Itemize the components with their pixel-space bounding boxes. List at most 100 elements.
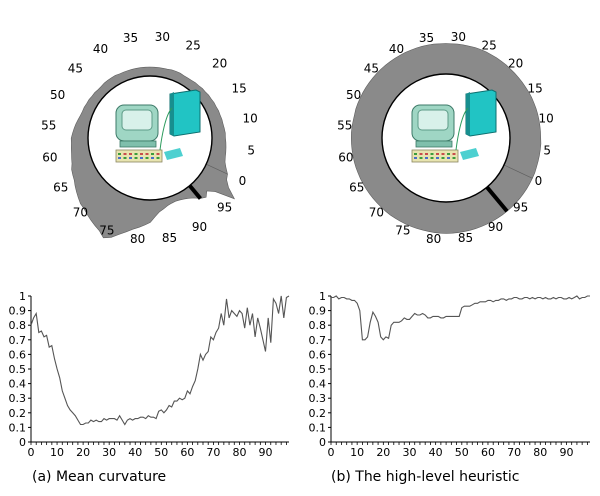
- angle-label: 15: [528, 82, 543, 96]
- angle-label: 35: [419, 31, 434, 45]
- x-tick-label: 30: [402, 446, 416, 459]
- y-tick-label: 0.5: [309, 363, 327, 376]
- monitor-screen: [417, 109, 449, 131]
- computer-icon: [411, 89, 497, 163]
- angle-label: 25: [185, 39, 200, 53]
- cable-shape: [159, 107, 173, 151]
- keyboard-key: [145, 153, 149, 155]
- x-tick-label: 20: [76, 446, 90, 459]
- keyboard-key: [447, 153, 450, 155]
- y-tick-label: 0.4: [9, 378, 27, 391]
- angle-label: 80: [426, 232, 441, 246]
- keyboard-key: [151, 157, 154, 159]
- highlight-marker: [485, 185, 509, 213]
- computer-icon: [115, 89, 201, 163]
- y-tick-label: 0.2: [309, 407, 327, 420]
- x-tick-label: 50: [455, 446, 469, 459]
- angle-label: 40: [93, 42, 108, 56]
- angle-label: 60: [338, 151, 353, 165]
- angle-label: 30: [155, 30, 170, 44]
- y-tick-label: 0.2: [9, 407, 27, 420]
- mousepad-shape: [164, 148, 183, 160]
- y-tick-label: 0.9: [309, 305, 327, 318]
- y-tick-label: 0.1: [9, 421, 27, 434]
- y-tick-label: 1: [319, 290, 326, 303]
- keyboard-key: [436, 157, 439, 159]
- angle-label: 5: [543, 143, 551, 157]
- angle-label: 20: [212, 56, 227, 70]
- y-tick-label: 0.7: [9, 334, 27, 347]
- angle-label: 0: [535, 174, 543, 188]
- angle-label: 90: [192, 220, 207, 234]
- angle-label: 75: [99, 223, 114, 237]
- monitor-screen: [121, 109, 153, 131]
- keyboard-key: [134, 153, 138, 155]
- angle-label: 5: [247, 143, 255, 157]
- y-tick-label: 0.8: [9, 319, 27, 332]
- angle-label: 95: [217, 201, 232, 215]
- angle-label: 50: [50, 88, 65, 102]
- keyboard-key: [151, 153, 154, 155]
- x-tick-label: 70: [206, 446, 220, 459]
- mousepad-shape: [460, 148, 479, 160]
- x-tick-label: 40: [128, 446, 142, 459]
- keyboard-key: [419, 157, 423, 159]
- y-tick-label: 0.9: [9, 305, 27, 318]
- angle-label: 70: [369, 206, 384, 220]
- x-tick-label: 40: [429, 446, 443, 459]
- keyboard-key: [118, 153, 121, 155]
- angle-label: 20: [508, 56, 523, 70]
- angle-label: 90: [488, 220, 503, 234]
- keyboard-key: [140, 157, 143, 159]
- angle-label: 10: [538, 112, 553, 126]
- x-tick-label: 0: [28, 446, 35, 459]
- keyboard-shape: [115, 149, 163, 163]
- angle-label: 60: [42, 151, 57, 165]
- tower-side: [170, 92, 174, 136]
- x-tick-label: 10: [350, 446, 364, 459]
- y-tick-label: 0.6: [309, 348, 327, 361]
- keyboard-key: [441, 153, 445, 155]
- keyboard-key: [414, 153, 417, 155]
- angle-label: 80: [130, 232, 145, 246]
- y-tick-label: 1: [19, 290, 26, 303]
- x-tick-label: 20: [376, 446, 390, 459]
- keyboard-key: [447, 157, 450, 159]
- angle-label: 85: [162, 231, 177, 245]
- y-tick-label: 0.1: [309, 421, 327, 434]
- angle-label: 30: [451, 30, 466, 44]
- keyboard-key: [430, 157, 434, 159]
- y-tick-label: 0.3: [9, 392, 27, 405]
- keyboard-key: [436, 153, 439, 155]
- series-line: [30, 295, 290, 426]
- angle-label: 50: [346, 88, 361, 102]
- angle-label: 0: [239, 174, 247, 188]
- keyboard-key: [414, 157, 417, 159]
- tower-shape: [465, 89, 497, 137]
- cable-shape: [455, 107, 469, 151]
- line-chart-b: 00.10.20.30.40.50.60.70.80.910 10 20 30 40 50…: [309, 290, 590, 459]
- y-tick-label: 0.7: [309, 334, 327, 347]
- keyboard-key: [452, 153, 456, 155]
- y-tick-label: 0.8: [309, 319, 327, 332]
- angle-label: 40: [389, 42, 404, 56]
- keyboard-key: [123, 153, 127, 155]
- x-tick-label: 70: [507, 446, 521, 459]
- angle-label: 10: [242, 112, 257, 126]
- angle-label: 25: [481, 39, 496, 53]
- angle-label: 70: [73, 206, 88, 220]
- keyboard-key: [123, 157, 127, 159]
- keyboard-key: [156, 157, 160, 159]
- monitor-base: [119, 140, 157, 148]
- keyboard-key: [129, 157, 132, 159]
- angle-label: 15: [232, 82, 247, 96]
- keyboard-key: [430, 153, 434, 155]
- series-line: [331, 295, 590, 341]
- x-tick-label: 0: [328, 446, 335, 459]
- y-tick-label: 0: [319, 436, 326, 449]
- angle-label: 85: [458, 231, 473, 245]
- keyboard-key: [118, 157, 121, 159]
- angle-label: 35: [123, 31, 138, 45]
- monitor-base: [415, 140, 453, 148]
